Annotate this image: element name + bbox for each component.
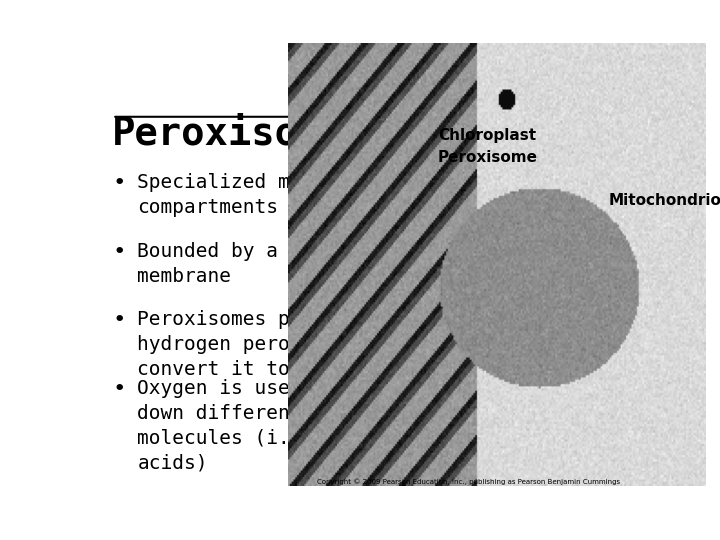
Text: •: • [112, 379, 126, 399]
Text: Peroxisome: Peroxisome [438, 150, 538, 165]
Text: Peroxisomes: Peroxisomes [112, 114, 369, 153]
Text: Mitochondrion: Mitochondrion [608, 193, 720, 208]
Text: Bounded by a single
membrane: Bounded by a single membrane [138, 241, 361, 286]
Text: •: • [112, 173, 126, 193]
Text: Chloroplast: Chloroplast [438, 128, 536, 143]
Text: Copyright © 2009 Pearson Education, Inc., publishing as Pearson Benjamin Cumming: Copyright © 2009 Pearson Education, Inc.… [317, 478, 620, 484]
Text: Specialized metabolic
compartments: Specialized metabolic compartments [138, 173, 384, 217]
Text: Oxygen is used to break
down different types of
molecules (i.e. fatty
acids): Oxygen is used to break down different t… [138, 379, 408, 472]
Text: •: • [112, 310, 126, 330]
Text: Peroxisomes produce
hydrogen peroxide and
convert it to water: Peroxisomes produce hydrogen peroxide an… [138, 310, 384, 379]
Text: •: • [112, 241, 126, 261]
